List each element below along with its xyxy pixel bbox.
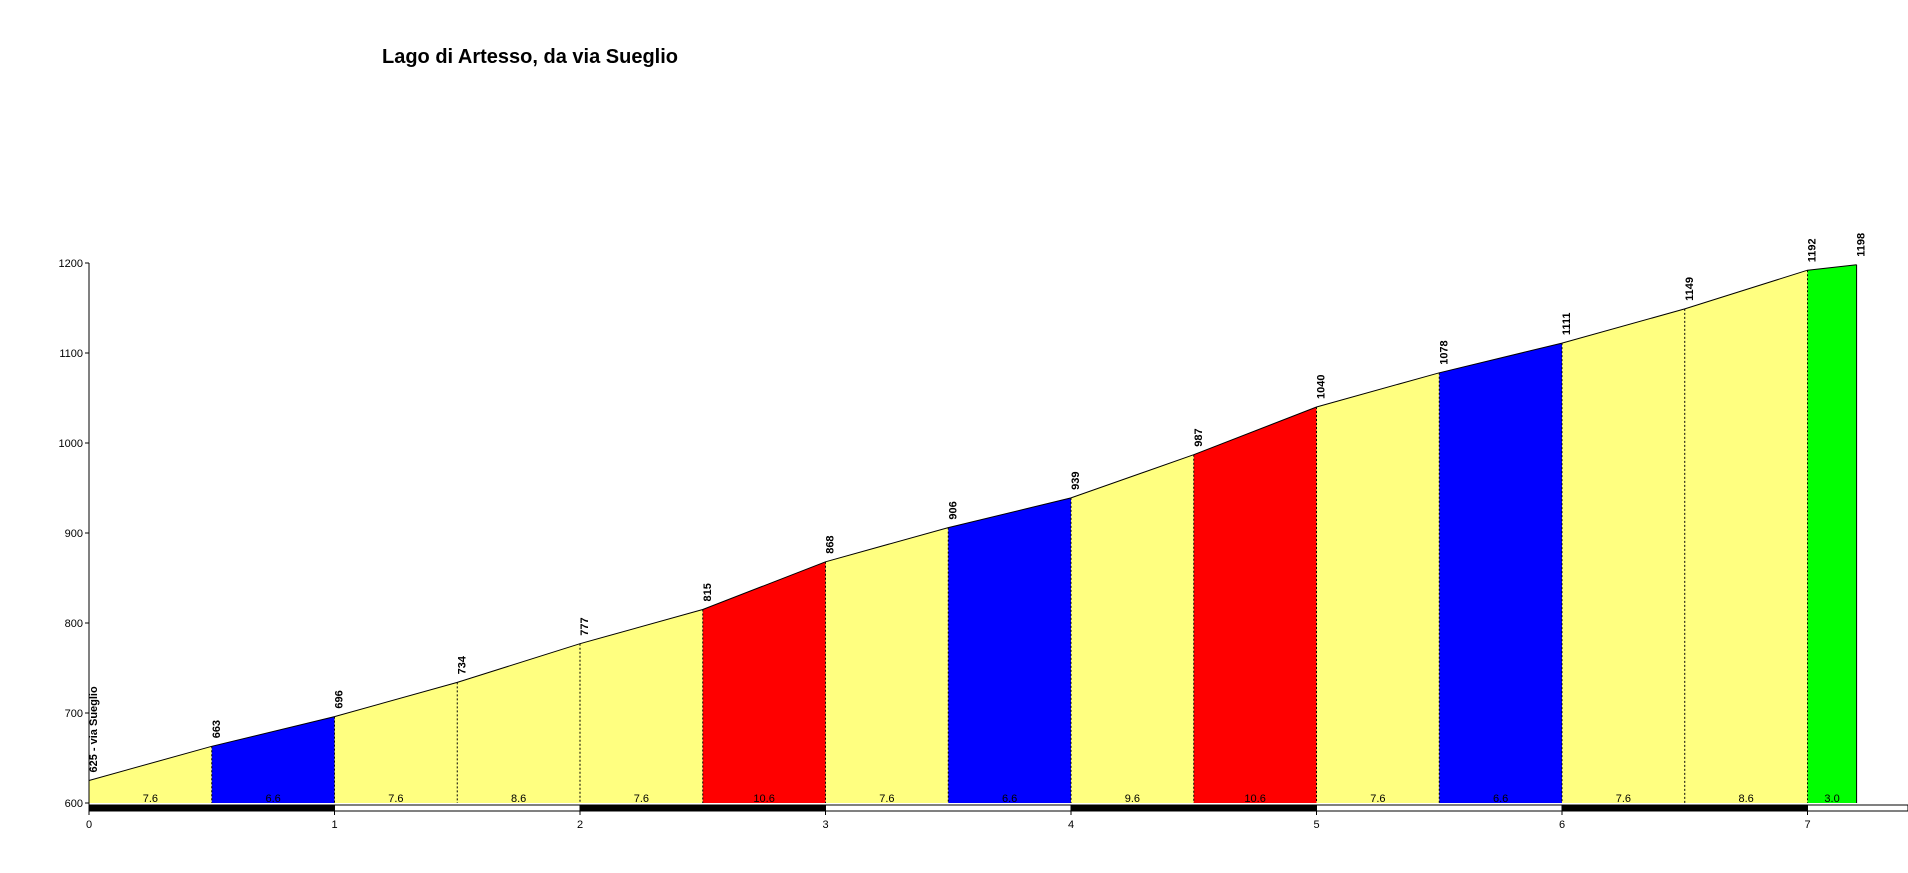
gradient-label: 7.6 bbox=[1370, 793, 1385, 805]
y-tick-label: 900 bbox=[65, 528, 83, 540]
segment-10 bbox=[1193, 407, 1317, 803]
segment-15 bbox=[1807, 264, 1857, 803]
elevation-label: 906 bbox=[947, 501, 959, 519]
segment-5 bbox=[580, 609, 703, 803]
y-tick-label: 1100 bbox=[59, 348, 83, 360]
distance-bar-km-0 bbox=[88, 804, 335, 812]
gradient-label: 6.6 bbox=[1002, 793, 1017, 805]
elevation-label: 777 bbox=[579, 617, 591, 635]
segment-8 bbox=[948, 497, 1071, 803]
segment-4 bbox=[457, 643, 580, 803]
elevation-label: 625 - via Sueglio bbox=[88, 686, 100, 772]
segment-14 bbox=[1684, 270, 1808, 803]
segment-7 bbox=[825, 527, 949, 803]
y-tick-label: 600 bbox=[65, 798, 83, 810]
gradient-label: 6.6 bbox=[1493, 793, 1508, 805]
segment-3 bbox=[334, 682, 458, 803]
elevation-label: 663 bbox=[211, 720, 223, 738]
elevation-label: 696 bbox=[334, 690, 346, 708]
elevation-label: 1040 bbox=[1316, 375, 1328, 399]
x-tick-label: 7 bbox=[1804, 819, 1810, 831]
gradient-label: 8.6 bbox=[1738, 793, 1753, 805]
elevation-label: 1198 bbox=[1856, 233, 1868, 257]
segment-2 bbox=[211, 716, 335, 803]
elevation-label: 1078 bbox=[1438, 340, 1450, 364]
distance-bar-km-6 bbox=[1561, 804, 1808, 812]
y-tick-label: 800 bbox=[65, 618, 83, 630]
gradient-label: 10.6 bbox=[753, 793, 774, 805]
segment-12 bbox=[1439, 343, 1562, 803]
chart-title: Lago di Artesso, da via Sueglio bbox=[382, 46, 678, 68]
dividers-layer bbox=[211, 264, 1858, 803]
gradient-labels-layer: 7.6 6.6 7.6 8.6 7.6 10.6 7.6 6.6 9.6 10.6 7.6 6.6 7.… bbox=[143, 793, 1840, 805]
y-tick-label: 1000 bbox=[59, 438, 83, 450]
elevation-label: 868 bbox=[825, 535, 837, 553]
elevation-labels-layer: 625 - via Sueglio 663 696 734 777 815 868 906 93… bbox=[88, 233, 1868, 773]
gradient-label: 10.6 bbox=[1244, 793, 1265, 805]
segments-layer bbox=[89, 264, 1857, 803]
gradient-label: 7.6 bbox=[634, 793, 649, 805]
elevation-label: 939 bbox=[1070, 472, 1082, 490]
elevation-label: 734 bbox=[456, 655, 468, 674]
x-tick-label: 6 bbox=[1559, 819, 1565, 831]
distance-bar-km-1 bbox=[334, 804, 581, 812]
segment-9 bbox=[1071, 454, 1194, 803]
elevation-label: 987 bbox=[1193, 428, 1205, 446]
elevation-label: 1192 bbox=[1807, 238, 1819, 262]
gradient-label: 3.0 bbox=[1824, 793, 1839, 805]
distance-bar-km-7 bbox=[1807, 804, 1908, 812]
elevation-label: 1149 bbox=[1684, 277, 1696, 301]
distance-bar-layer bbox=[88, 804, 1908, 812]
gradient-label: 9.6 bbox=[1125, 793, 1140, 805]
x-tick-label: 4 bbox=[1068, 819, 1074, 831]
profile-line bbox=[88, 264, 1857, 781]
x-tick-label: 5 bbox=[1313, 819, 1319, 831]
distance-bar-km-2 bbox=[579, 804, 826, 812]
y-tick-label: 700 bbox=[65, 708, 83, 720]
x-tick-label: 1 bbox=[331, 819, 337, 831]
distance-bar-km-5 bbox=[1316, 804, 1563, 812]
distance-bar-km-3 bbox=[825, 804, 1072, 812]
gradient-label: 7.6 bbox=[388, 793, 403, 805]
segment-13 bbox=[1562, 308, 1685, 803]
gradient-label: 7.6 bbox=[143, 793, 158, 805]
distance-bar-km-4 bbox=[1070, 804, 1317, 812]
x-tick-label: 0 bbox=[86, 819, 92, 831]
elevation-label: 1111 bbox=[1561, 312, 1573, 335]
segment-11 bbox=[1316, 372, 1440, 803]
x-tick-label: 2 bbox=[577, 819, 583, 831]
gradient-label: 6.6 bbox=[265, 793, 280, 805]
x-tick-label: 3 bbox=[822, 819, 828, 831]
segment-1 bbox=[89, 746, 212, 803]
segment-6 bbox=[702, 561, 826, 803]
axis-layer: 600 700 800 900 1000 1100 1200 0 1 2 3 4 5 6 7 bbox=[59, 258, 1908, 831]
gradient-label: 8.6 bbox=[511, 793, 526, 805]
gradient-label: 7.6 bbox=[1616, 793, 1631, 805]
y-tick-label: 1200 bbox=[59, 258, 83, 270]
gradient-label: 7.6 bbox=[879, 793, 894, 805]
profile-layer bbox=[88, 264, 1857, 781]
elevation-label: 815 bbox=[702, 583, 714, 601]
